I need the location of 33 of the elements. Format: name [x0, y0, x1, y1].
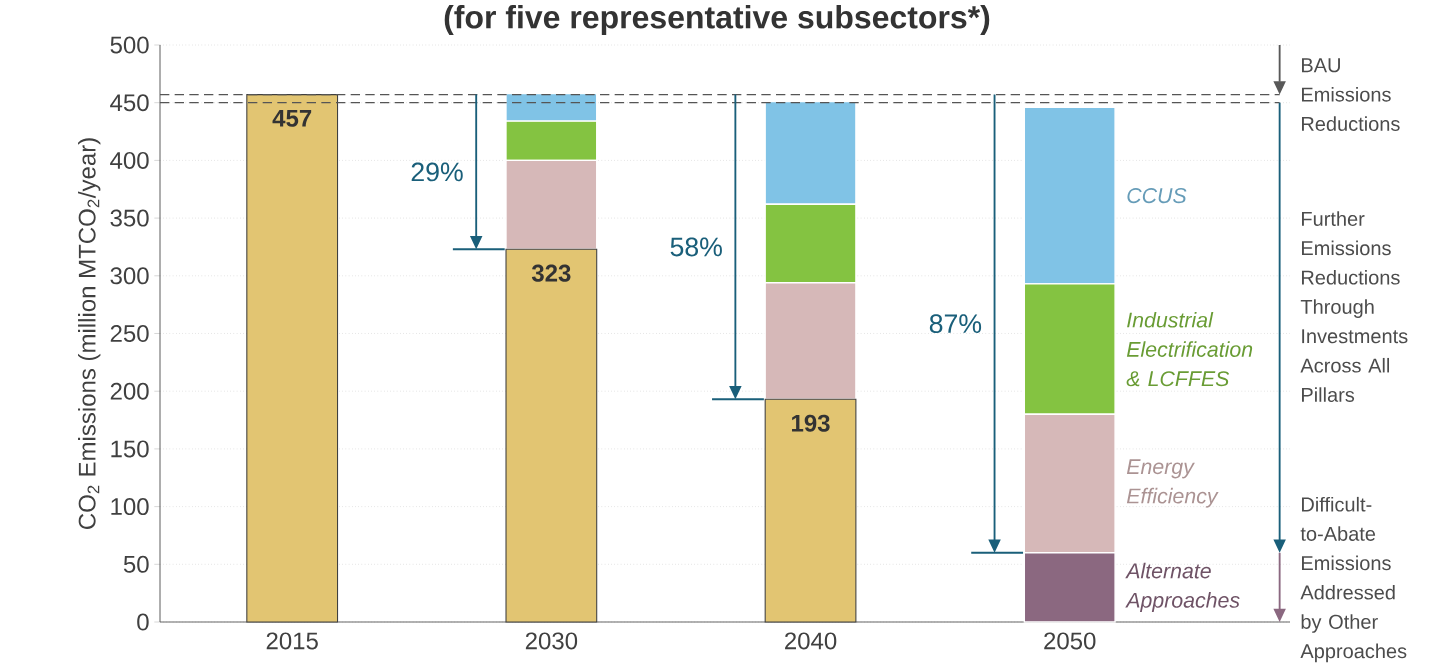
x-tick-label: 2040 [785, 632, 837, 650]
y-tick-label: 100 [111, 498, 149, 516]
series-label: Industrial Electrification & LCFFES [1126, 311, 1253, 387]
bar [505, 248, 598, 623]
text: Further Emissions Reductions Through Investments Across All Pillars [1300, 211, 1408, 402]
chart-title: (for five representative subsectors*) [444, 5, 990, 35]
y-tick-label: 450 [110, 94, 149, 112]
y-tick-label: 250 [110, 324, 149, 342]
y-tick-label: 350 [110, 209, 149, 227]
series-label: CCUS [1127, 188, 1187, 204]
text: BAU Emissions Reductions [1302, 58, 1400, 131]
x-tick-label: 2015 [266, 632, 318, 650]
series-label: Alternate Approaches [1125, 562, 1240, 612]
x-tick-label: 2030 [525, 632, 578, 650]
data-label: 457 [272, 109, 312, 127]
annotation: 29% [411, 162, 463, 182]
series-label: Energy Efficiency [1126, 459, 1219, 508]
y-tick-label: 500 [110, 36, 149, 54]
y-tick-label: 400 [110, 151, 149, 169]
data-label: 323 [531, 264, 571, 282]
y-axis-title: CO$_{2}$ Emissions (million MTCO$_{2}$/year) [78, 138, 101, 529]
text: Difficult-to-Abate Emissions Addressed by Other Approaches [1300, 496, 1407, 663]
data-label: 193 [792, 414, 830, 432]
y-tick-label: 150 [111, 440, 149, 458]
annotation: 58% [670, 237, 722, 257]
y-tick-label: 200 [110, 382, 149, 400]
y-tick-label: 50 [123, 555, 149, 573]
y-tick-label: 300 [110, 267, 149, 285]
annotation: 87% [929, 314, 982, 334]
bar [764, 398, 857, 623]
bar [246, 94, 339, 623]
y-tick-label: 0 [137, 613, 149, 631]
x-tick-label: 2050 [1044, 632, 1096, 650]
